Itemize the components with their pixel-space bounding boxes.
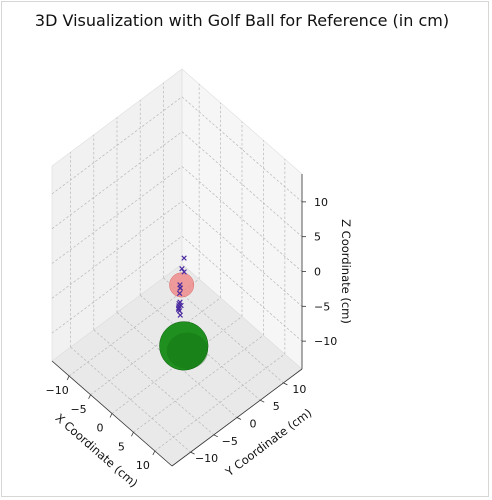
z-grid-line <box>51 166 183 264</box>
y-tick-label: 10 <box>292 383 306 396</box>
y-grid-line <box>163 277 284 384</box>
y-tick <box>283 382 288 386</box>
scatter-point <box>181 255 187 261</box>
reference-sphere <box>169 272 195 298</box>
scatter-point <box>178 302 184 309</box>
scatter-point <box>176 308 183 314</box>
y-tick <box>260 399 265 403</box>
y-grid-line <box>139 294 261 401</box>
x-tick-label: 5 <box>118 440 125 453</box>
z-grid-line <box>51 235 183 334</box>
scatter-point <box>177 312 184 318</box>
z-tick-label: 0 <box>314 266 321 279</box>
z-tick-label: 5 <box>314 231 321 244</box>
x-tick-label: 10 <box>136 459 150 472</box>
y-tick <box>213 434 218 438</box>
x-tick-label: −5 <box>70 403 86 416</box>
y-grid-line <box>93 329 215 436</box>
y-tick <box>236 417 242 420</box>
x-tick <box>131 432 134 437</box>
y-grid-line <box>70 346 191 453</box>
x-tick <box>109 413 113 418</box>
z-axis-label: Z Coordinate (cm) <box>339 219 353 324</box>
z-grid-line <box>181 201 303 307</box>
axis-panes <box>51 68 303 467</box>
y-tick-label: −10 <box>195 452 218 465</box>
x-tick <box>66 375 70 381</box>
z-grid-line <box>51 201 183 299</box>
z-grid-line <box>181 131 303 237</box>
x-tick-label: −10 <box>46 384 69 397</box>
y-tick <box>190 451 195 455</box>
z-grid-line <box>51 96 183 195</box>
x-tick <box>152 450 156 456</box>
y-tick-label: 0 <box>250 418 257 431</box>
scatter-point <box>177 285 183 291</box>
golf-ball-shade <box>166 332 209 369</box>
z-tick-label: −10 <box>314 335 337 348</box>
y-tick-label: −5 <box>222 435 238 448</box>
data-marks <box>159 255 209 371</box>
golf-ball-sphere <box>159 321 209 371</box>
y-tick-label: 5 <box>273 400 280 413</box>
x-tick-label: 0 <box>97 422 104 435</box>
scatter-point <box>176 290 183 297</box>
x-tick <box>88 394 91 399</box>
z-tick-label: −5 <box>314 300 330 313</box>
chart-title: 3D Visualization with Golf Ball for Refe… <box>35 11 449 30</box>
y-grid-line <box>116 312 238 418</box>
scatter-point <box>181 269 187 275</box>
z-grid-line <box>51 131 183 229</box>
scatter-point <box>179 265 185 272</box>
z-grid-line <box>181 166 303 272</box>
z-grid-line <box>181 96 303 203</box>
z-tick-label: 10 <box>314 196 328 209</box>
z-grid-line <box>181 235 303 342</box>
